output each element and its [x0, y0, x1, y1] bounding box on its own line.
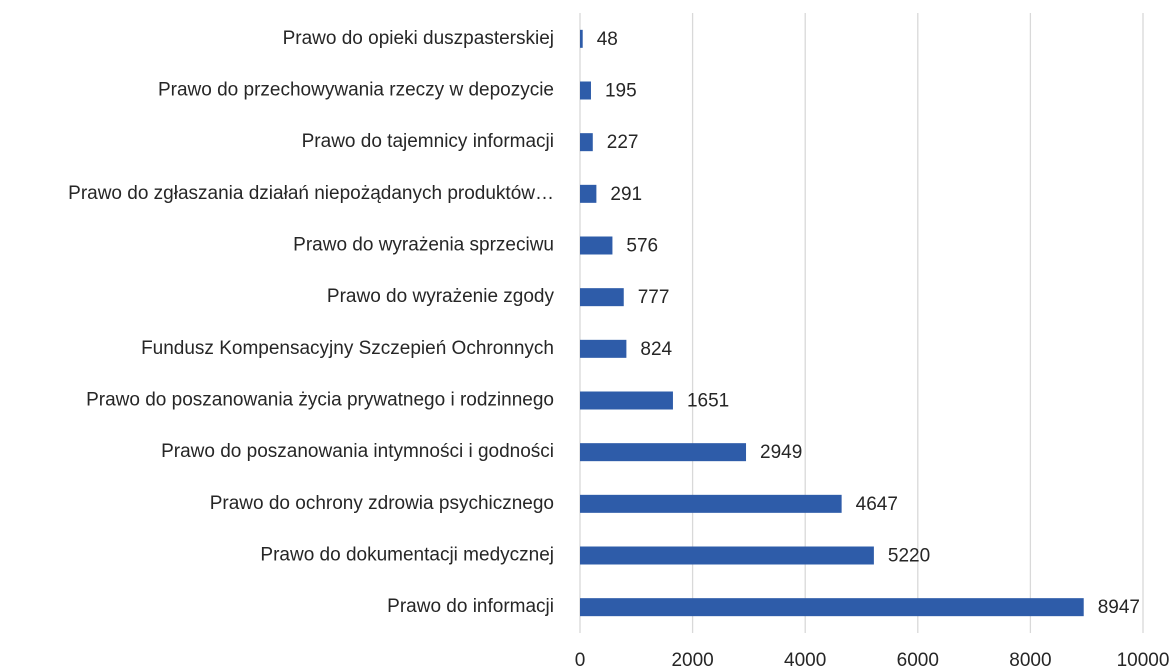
value-label: 1651 — [687, 391, 729, 412]
x-tick-label: 6000 — [897, 650, 939, 671]
value-label: 227 — [607, 132, 639, 153]
bar — [580, 29, 583, 48]
y-tick-label: Prawo do wyrażenia sprzeciwu — [293, 235, 554, 256]
y-tick-label: Prawo do informacji — [387, 596, 554, 617]
bar — [580, 288, 624, 307]
value-label: 576 — [626, 236, 658, 257]
x-tick-label: 8000 — [1009, 650, 1051, 671]
value-label: 2949 — [760, 442, 802, 463]
bar — [580, 494, 842, 513]
bar — [580, 443, 747, 462]
x-tick-label: 4000 — [784, 650, 826, 671]
value-label: 195 — [605, 81, 637, 102]
bar — [580, 339, 627, 358]
value-label: 824 — [640, 339, 672, 360]
value-label: 8947 — [1098, 597, 1140, 618]
y-tick-label: Prawo do dokumentacji medycznej — [260, 545, 554, 566]
x-tick-label: 2000 — [671, 650, 713, 671]
y-tick-label: Prawo do ochrony zdrowia psychicznego — [210, 493, 554, 514]
value-label: 291 — [610, 184, 642, 205]
y-tick-label: Prawo do przechowywania rzeczy w depozyc… — [158, 80, 554, 101]
y-tick-label: Prawo do tajemnicy informacji — [302, 131, 554, 152]
bar — [580, 81, 591, 100]
x-tick-label: 10000 — [1117, 650, 1170, 671]
y-tick-label: Prawo do poszanowania życia prywatnego i… — [86, 390, 554, 411]
bar — [580, 133, 593, 152]
value-label: 777 — [638, 287, 670, 308]
y-tick-label: Prawo do opieki duszpasterskiej — [283, 28, 554, 49]
x-tick-label: 0 — [575, 650, 586, 671]
bar — [580, 598, 1084, 617]
bar — [580, 236, 613, 255]
y-tick-label: Prawo do poszanowania intymności i godno… — [161, 441, 554, 462]
y-tick-label: Prawo do wyrażenie zgody — [327, 286, 555, 307]
value-label: 4647 — [856, 494, 898, 515]
value-label: 48 — [597, 29, 618, 50]
y-tick-label: Prawo do zgłaszania działań niepożądanyc… — [68, 183, 554, 204]
bar — [580, 546, 874, 565]
value-label: 5220 — [888, 546, 930, 567]
bar — [580, 184, 597, 203]
bar — [580, 391, 673, 410]
y-tick-label: Fundusz Kompensacyjny Szczepień Ochronny… — [141, 338, 554, 359]
